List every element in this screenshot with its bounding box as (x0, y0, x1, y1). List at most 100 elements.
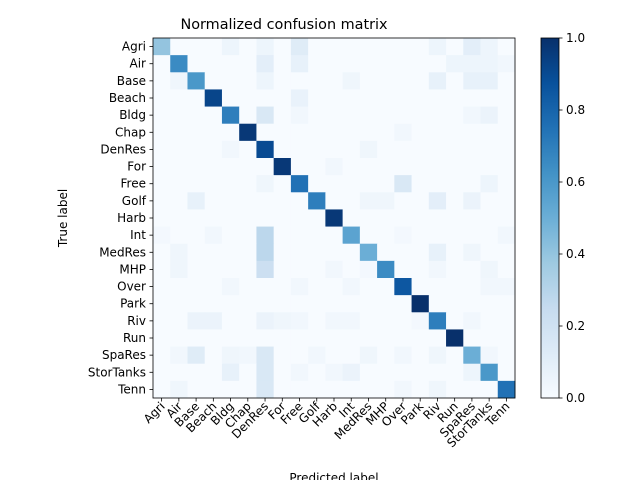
cell-Run-StorTanks (480, 329, 499, 347)
cell-Harb-Tenn (497, 209, 516, 227)
cell-Base-MHP (377, 72, 395, 90)
cell-Run-Riv (428, 329, 447, 347)
cell-Run-DenRes (256, 329, 275, 347)
cell-Run-MedRes (359, 329, 378, 347)
cell-Chap-Tenn (497, 123, 516, 142)
cell-Chap-Bldg (221, 123, 240, 142)
cell-Int-Beach (204, 226, 223, 245)
cell-For-Chap (239, 158, 257, 176)
cell-MHP-Int (342, 260, 361, 279)
cell-SpaRes-SpaRes (463, 346, 481, 365)
cell-Golf-Golf (308, 192, 326, 210)
cell-Agri-Golf (308, 38, 326, 56)
cell-Chap-SpaRes (463, 123, 481, 142)
cell-Chap-Run (446, 123, 464, 142)
cell-Tenn-Int (342, 380, 361, 399)
cell-Over-MHP (377, 278, 395, 296)
cell-Park-Tenn (497, 295, 516, 313)
cell-SpaRes-Bldg (221, 346, 240, 365)
cell-MedRes-Over (394, 243, 412, 262)
cell-Beach-DenRes (256, 89, 275, 107)
cell-SpaRes-Free (290, 346, 309, 365)
cell-Int-Harb (325, 226, 344, 245)
cell-For-Riv (428, 158, 447, 176)
cell-Beach-Free (290, 89, 309, 107)
cell-MedRes-MHP (377, 243, 395, 262)
cell-StorTanks-DenRes (256, 363, 275, 382)
cell-StorTanks-Run (446, 363, 464, 382)
y-tick-label: MedRes (99, 245, 146, 259)
cell-StorTanks-Agri (153, 363, 171, 382)
cell-Riv-Agri (153, 312, 171, 330)
cell-DenRes-Chap (239, 140, 257, 159)
cell-Park-Int (342, 295, 361, 313)
cell-Harb-Air (170, 209, 188, 227)
cell-MHP-Air (170, 260, 188, 279)
cell-Beach-StorTanks (480, 89, 499, 107)
cell-DenRes-For (273, 140, 292, 159)
cell-MHP-Tenn (497, 260, 516, 279)
cell-For-Bldg (221, 158, 240, 176)
cell-Free-Beach (204, 175, 223, 193)
cell-Base-For (273, 72, 292, 90)
cell-Harb-Agri (153, 209, 171, 227)
cell-Chap-StorTanks (480, 123, 499, 142)
y-tick-label: Run (123, 331, 146, 345)
cell-For-SpaRes (463, 158, 481, 176)
cell-Int-MedRes (359, 226, 378, 245)
cell-Chap-Harb (325, 123, 344, 142)
cell-Harb-MedRes (359, 209, 378, 227)
cell-Tenn-Riv (428, 380, 447, 399)
colorbar-tick-label: 0.2 (566, 319, 585, 333)
cell-Free-Agri (153, 175, 171, 193)
cell-Base-Golf (308, 72, 326, 90)
cell-Air-Base (187, 55, 206, 73)
cell-Over-Tenn (497, 278, 516, 296)
cell-MHP-SpaRes (463, 260, 481, 279)
cell-MedRes-MedRes (359, 243, 378, 262)
cell-Golf-Run (446, 192, 464, 210)
cell-Int-Park (411, 226, 430, 245)
cell-DenRes-Park (411, 140, 430, 159)
cell-Int-Tenn (497, 226, 516, 245)
cell-Tenn-MHP (377, 380, 395, 399)
cell-Beach-Run (446, 89, 464, 107)
x-axis-label: Predicted label (289, 471, 378, 480)
cell-SpaRes-DenRes (256, 346, 275, 365)
cell-Free-DenRes (256, 175, 275, 193)
cell-DenRes-Harb (325, 140, 344, 159)
cell-Air-Beach (204, 55, 223, 73)
cell-StorTanks-Riv (428, 363, 447, 382)
cell-Air-Run (446, 55, 464, 73)
cell-Int-Bldg (221, 226, 240, 245)
cell-Free-Int (342, 175, 361, 193)
cell-MedRes-Run (446, 243, 464, 262)
cell-MHP-Over (394, 260, 412, 279)
cell-Int-Chap (239, 226, 257, 245)
cell-MedRes-For (273, 243, 292, 262)
cell-MHP-Run (446, 260, 464, 279)
cell-Base-Free (290, 72, 309, 90)
cell-Air-Park (411, 55, 430, 73)
cell-For-Over (394, 158, 412, 176)
cell-Chap-Beach (204, 123, 223, 142)
cell-MHP-Harb (325, 260, 344, 279)
cell-Harb-Riv (428, 209, 447, 227)
cell-Int-DenRes (256, 226, 275, 245)
cell-Harb-Bldg (221, 209, 240, 227)
cell-MedRes-Bldg (221, 243, 240, 262)
cell-Beach-MedRes (359, 89, 378, 107)
cell-StorTanks-Bldg (221, 363, 240, 382)
cell-Air-Riv (428, 55, 447, 73)
cell-MHP-Agri (153, 260, 171, 279)
cell-For-Golf (308, 158, 326, 176)
cell-Bldg-MHP (377, 106, 395, 125)
cell-Beach-SpaRes (463, 89, 481, 107)
cell-DenRes-StorTanks (480, 140, 499, 159)
cell-Golf-Park (411, 192, 430, 210)
cell-Park-Harb (325, 295, 344, 313)
cell-Tenn-DenRes (256, 380, 275, 399)
cell-Over-For (273, 278, 292, 296)
cell-DenRes-MHP (377, 140, 395, 159)
cell-DenRes-SpaRes (463, 140, 481, 159)
